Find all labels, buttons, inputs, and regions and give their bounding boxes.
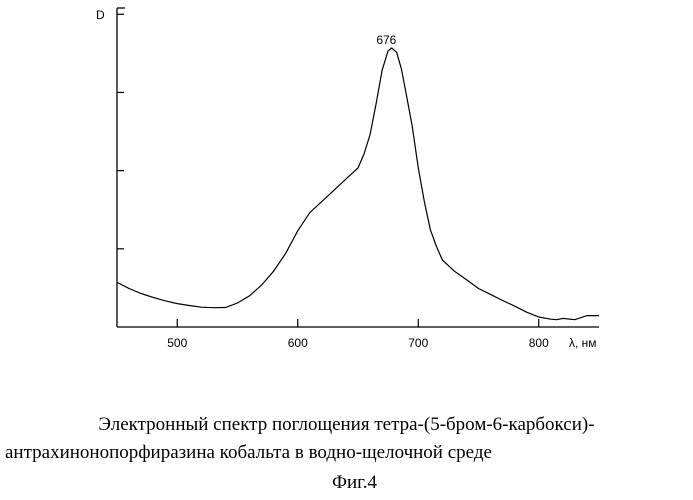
caption-line-2: антрахинонопорфиразина кобальта в водно-… [5, 442, 693, 464]
peak-label: 676 [376, 33, 396, 47]
spectrum-curve [117, 48, 599, 320]
x-tick-label: 600 [288, 336, 308, 350]
x-tick-label: 800 [529, 336, 549, 350]
y-axis-label: D [96, 8, 105, 22]
x-tick-marks: 500 600 700 800 [167, 319, 549, 350]
x-tick-label: 500 [167, 336, 187, 350]
figure-label: Фиг.4 [8, 472, 693, 494]
caption-line-1: Электронный спектр поглощения тетра-(5-б… [0, 414, 693, 436]
x-axis-label: λ, нм [569, 336, 597, 350]
x-tick-label: 700 [408, 336, 428, 350]
y-tick-marks [117, 14, 124, 249]
absorption-spectrum-chart: 500 600 700 800 D λ, нм 676 [0, 0, 693, 380]
